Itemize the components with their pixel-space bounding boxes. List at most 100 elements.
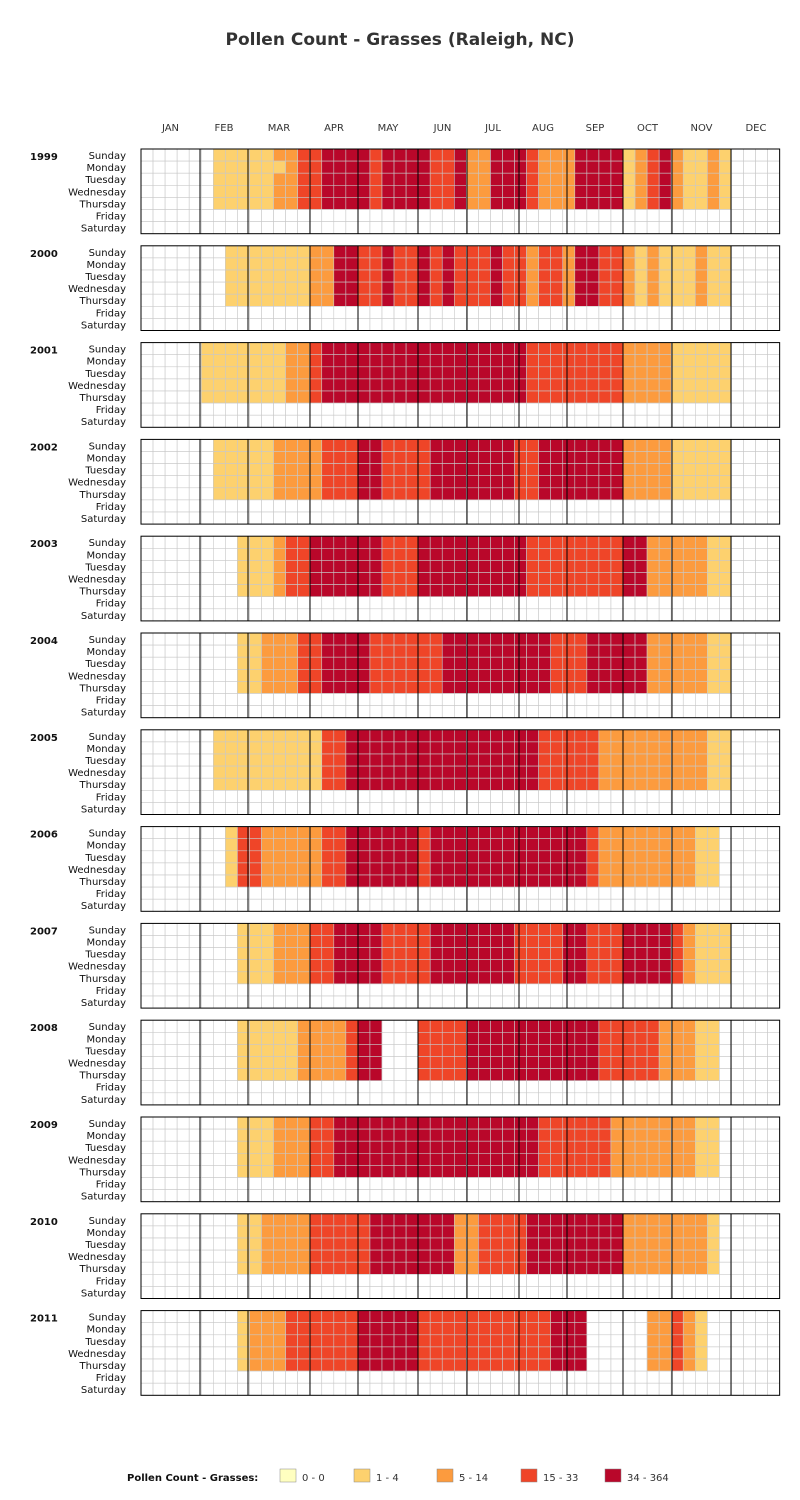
day-cell xyxy=(321,1116,335,1130)
day-cell xyxy=(453,935,467,948)
day-cell xyxy=(213,414,226,428)
day-cell xyxy=(574,1225,588,1239)
day-cell xyxy=(273,983,286,997)
day-cell xyxy=(646,1249,660,1263)
day-cell xyxy=(321,1080,335,1094)
day-cell xyxy=(285,560,298,573)
weekday-label-tuesday: Tuesday xyxy=(84,853,126,864)
day-cell xyxy=(634,596,648,610)
day-cell xyxy=(176,850,190,864)
day-cell xyxy=(225,1140,238,1154)
day-cell xyxy=(453,245,467,259)
day-cell xyxy=(694,511,708,525)
day-cell xyxy=(586,1019,600,1033)
day-cell xyxy=(369,535,383,549)
day-cell xyxy=(333,378,347,392)
day-cell xyxy=(357,995,371,1009)
day-cell xyxy=(441,838,455,852)
day-cell xyxy=(719,475,732,489)
day-cell xyxy=(429,281,443,295)
day-cell xyxy=(152,632,166,646)
day-cell xyxy=(658,1056,672,1069)
day-cell xyxy=(538,705,552,718)
day-cell xyxy=(466,923,479,936)
day-cell xyxy=(213,354,226,368)
day-cell xyxy=(670,366,684,380)
day-cell xyxy=(393,1032,407,1045)
day-cell xyxy=(200,511,214,525)
day-cell xyxy=(417,414,431,428)
day-cell xyxy=(610,197,624,210)
day-cell xyxy=(249,947,262,960)
weekday-label-wednesday: Wednesday xyxy=(68,865,126,876)
day-cell xyxy=(441,826,455,839)
day-cell xyxy=(550,886,564,900)
day-cell xyxy=(333,584,347,597)
day-cell xyxy=(417,1092,431,1106)
day-cell xyxy=(429,1128,443,1142)
day-cell xyxy=(622,560,636,573)
day-cell xyxy=(538,729,552,743)
day-cell xyxy=(297,1286,310,1299)
day-cell xyxy=(550,560,564,573)
day-cell xyxy=(225,1261,238,1275)
day-cell xyxy=(610,693,624,706)
day-cell xyxy=(514,644,527,658)
day-cell xyxy=(562,1080,576,1094)
day-cell xyxy=(646,1032,660,1045)
day-cell xyxy=(610,1153,624,1166)
day-cell xyxy=(670,463,684,477)
day-cell xyxy=(176,148,190,162)
day-cell xyxy=(646,560,660,573)
day-cell xyxy=(381,221,395,235)
day-cell xyxy=(200,172,214,186)
day-cell xyxy=(369,439,383,452)
day-cell xyxy=(490,1225,503,1239)
day-cell xyxy=(285,1249,298,1263)
day-cell xyxy=(574,1237,588,1251)
day-cell xyxy=(646,281,660,295)
day-cell xyxy=(574,342,588,356)
day-cell xyxy=(188,862,202,876)
day-cell xyxy=(164,499,178,513)
day-cell xyxy=(405,1080,419,1094)
weekday-label-wednesday: Wednesday xyxy=(68,671,126,682)
day-cell xyxy=(140,729,154,743)
day-cell xyxy=(393,1322,407,1336)
day-cell xyxy=(345,245,359,259)
day-cell xyxy=(273,765,286,779)
day-cell xyxy=(466,1128,479,1142)
day-cell xyxy=(453,572,467,585)
day-cell xyxy=(610,898,624,912)
day-cell xyxy=(755,596,768,610)
day-cell xyxy=(562,729,576,743)
day-cell xyxy=(273,535,286,549)
day-cell xyxy=(731,1165,744,1178)
day-cell xyxy=(755,439,768,452)
day-cell xyxy=(213,366,226,380)
day-cell xyxy=(478,209,491,222)
panel-border xyxy=(140,148,781,235)
day-cell xyxy=(767,378,780,392)
day-cell xyxy=(682,378,696,392)
day-cell xyxy=(719,451,732,464)
day-cell xyxy=(550,342,564,356)
day-cell xyxy=(719,681,732,694)
day-cell xyxy=(249,572,262,585)
day-cell xyxy=(393,668,407,682)
day-cell xyxy=(574,1213,588,1227)
day-cell xyxy=(345,390,359,404)
day-cell xyxy=(405,378,419,392)
day-cell xyxy=(381,1056,395,1069)
day-cell xyxy=(188,1213,202,1227)
day-cell xyxy=(466,1044,479,1057)
day-cell xyxy=(188,148,202,162)
day-cell xyxy=(767,886,780,900)
day-cell xyxy=(502,269,515,283)
day-cell xyxy=(321,390,335,404)
day-cell xyxy=(526,656,539,670)
day-cell xyxy=(200,318,214,331)
day-cell xyxy=(417,753,431,767)
day-cell xyxy=(598,838,612,852)
weekday-label-wednesday: Wednesday xyxy=(68,1349,126,1360)
